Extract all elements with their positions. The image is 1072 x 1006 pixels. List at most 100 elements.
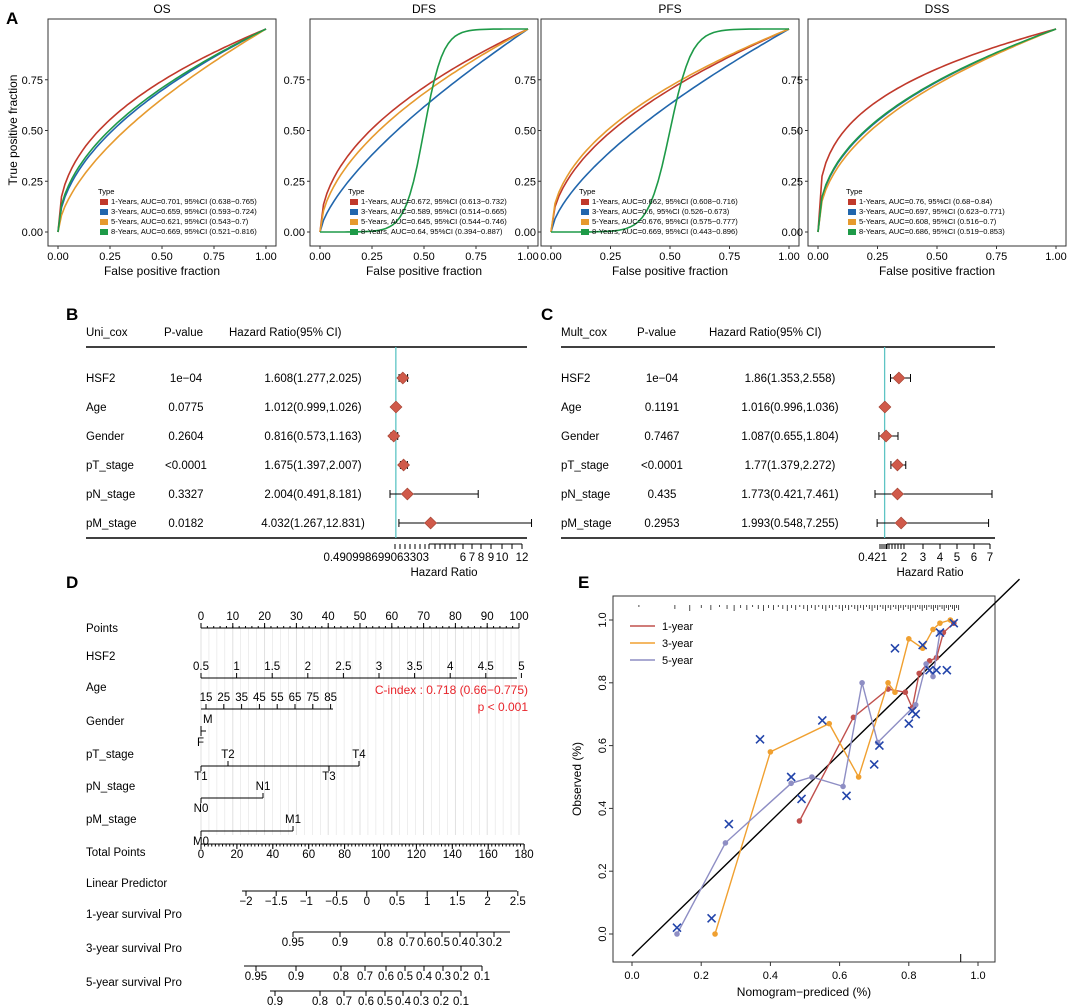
nomogram-points-label: 50 (354, 611, 367, 623)
nomogram-5y-label: 0.6 (358, 996, 374, 1006)
roc-legend-entry: 5-Years, AUC=0.676, 95%CI (0.575−0.777) (592, 217, 738, 226)
roc-curve (817, 28, 1057, 233)
nomogram-row-label: pM_stage (86, 814, 137, 826)
roc-xtick-label: 0.25 (361, 251, 382, 263)
calibration-line (798, 622, 955, 822)
nomogram-5y-label: 0.5 (377, 996, 393, 1006)
roc-curve (550, 28, 790, 233)
forest-plot-uni: Uni_cox P-value Hazard Ratio(95% CI) HSF2 1e… (86, 327, 533, 579)
nomogram-total-label: 20 (231, 849, 244, 861)
forest-diamond (894, 516, 908, 530)
nomogram-points-label: 0 (198, 611, 204, 623)
forest-row-name: Age (561, 402, 581, 414)
roc-legend-swatch (350, 229, 358, 235)
roc-legend-title: Type (579, 187, 595, 196)
forest-axis-label: 10 (496, 552, 509, 564)
forest-diamond (387, 429, 401, 443)
nomogram-total-label: 0 (198, 849, 204, 861)
nomogram-1y-label: 0.7 (399, 937, 415, 949)
forest-row-p: <0.0001 (641, 460, 683, 472)
forest-row-p: 1e−04 (646, 373, 679, 385)
calibration-point (859, 680, 865, 686)
nomogram-total-label: 140 (443, 849, 462, 861)
forest-axis-label: 4 (937, 552, 944, 564)
nomogram-total-label: 100 (371, 849, 390, 861)
nomogram-3y-label: 0.6 (378, 971, 394, 983)
calibration-x-marker (786, 772, 796, 782)
roc-legend-entry: 3-Years, AUC=0.659, 95%CI (0.593−0.724) (111, 207, 257, 216)
nomogram-5y-label: 0.1 (453, 996, 469, 1006)
calibration-x-marker (755, 734, 765, 744)
nomogram-row-label: Gender (86, 716, 125, 728)
nomogram-lp-label: −0.5 (325, 896, 348, 908)
nomogram-3y-label: 0.7 (357, 971, 373, 983)
panel-label-e: E (578, 573, 589, 592)
calibration-point (923, 661, 929, 667)
roc-ytick-label: 0.75 (22, 75, 43, 87)
calibration-point (912, 701, 919, 708)
nomogram-row-label: Points (86, 623, 118, 635)
forest-header: Hazard Ratio(95% CI) (229, 327, 342, 339)
nomogram-3y-label: 0.1 (474, 971, 490, 983)
forest-row-p: 0.2604 (168, 431, 204, 443)
forest-header: Hazard Ratio(95% CI) (709, 327, 822, 339)
nomogram-hsf2-label: 3 (376, 661, 382, 673)
forest-row-name: Gender (86, 431, 125, 443)
forest-axis-label: 7 (987, 552, 993, 564)
nomogram-hsf2-label: 4 (447, 661, 454, 673)
roc-plot-os: OS 0.00 0.25 0.50 0.75 0.00 0.25 0.50 0.75 1.00 Fa… (22, 2, 277, 278)
roc-legend-entry: 3-Years, AUC=0.589, 95%CI (0.514−0.665) (361, 207, 507, 216)
nomogram-hsf2-label: 2 (305, 661, 311, 673)
roc-xtick-label: 0.75 (465, 251, 486, 263)
roc-xtick-label: 0.25 (600, 251, 621, 263)
nomogram-lp-label: 2.5 (510, 896, 526, 908)
nomogram-age-label: 55 (271, 692, 284, 704)
calibration-point (902, 689, 909, 696)
roc-legend-entry: 8-Years, AUC=0.669, 95%CI (0.521−0.816) (111, 227, 257, 236)
roc-legend-entry: 8-Years, AUC=0.669, 95%CI (0.443−0.896) (592, 227, 738, 236)
roc-legend-entry: 5-Years, AUC=0.608, 95%CI (0.516−0.7) (859, 217, 997, 226)
forest-row-name: Gender (561, 431, 600, 443)
nomogram-3y-label: 0.5 (397, 971, 413, 983)
forest-row-p: <0.0001 (165, 460, 207, 472)
nomogram-pt-label: T1 (194, 771, 207, 783)
calibration-point (874, 739, 881, 746)
roc-ytick-label: 0.00 (515, 227, 536, 239)
nomogram-age-label: 75 (306, 692, 319, 704)
nomogram-row-label: Linear Predictor (86, 878, 167, 890)
calibration-ytick-label: 0.0 (597, 926, 609, 941)
nomogram-pt-label: T2 (221, 749, 234, 761)
roc-legend-swatch (848, 229, 856, 235)
nomogram-lp-label: −1 (300, 896, 313, 908)
calibration-line (714, 619, 951, 935)
roc-curve (57, 28, 267, 233)
calibration-x-marker (707, 913, 717, 923)
forest-axis-label: 0.490998699063303 (323, 552, 429, 564)
forest-diamond (890, 458, 904, 472)
nomogram-row-label: 1-year survival Pro (86, 909, 182, 921)
roc-ytick-label: 0.75 (284, 75, 305, 87)
nomogram-3y-label: 0.3 (435, 971, 451, 983)
roc-xtick-label: 1.00 (1045, 251, 1066, 263)
calibration-point (722, 840, 729, 846)
roc-title: OS (153, 2, 170, 16)
calibration-legend-label: 5-year (662, 655, 694, 667)
nomogram-5y-label: 0.9 (267, 996, 283, 1006)
roc-ytick-label: 0.75 (782, 75, 803, 87)
forest-row-name: HSF2 (86, 373, 115, 385)
nomogram-points-label: 100 (509, 611, 528, 623)
roc-legend-swatch (100, 209, 108, 215)
calibration-diagonal (631, 578, 1021, 957)
calibration-point (930, 673, 936, 680)
nomogram-hsf2-label: 4.5 (478, 661, 494, 673)
forest-axis-label: 6 (971, 552, 977, 564)
calibration-xtick-label: 0.2 (694, 970, 709, 982)
roc-legend-swatch (100, 219, 108, 225)
roc-xtick-label: 0.00 (47, 251, 68, 263)
nomogram-age-label: 85 (324, 692, 337, 704)
roc-ytick-label: 0.00 (284, 227, 305, 239)
forest-row-p: 0.435 (648, 489, 677, 501)
forest-header: P-value (637, 327, 676, 339)
nomogram-age-label: 45 (253, 692, 266, 704)
nomogram-points-label: 10 (226, 611, 239, 623)
